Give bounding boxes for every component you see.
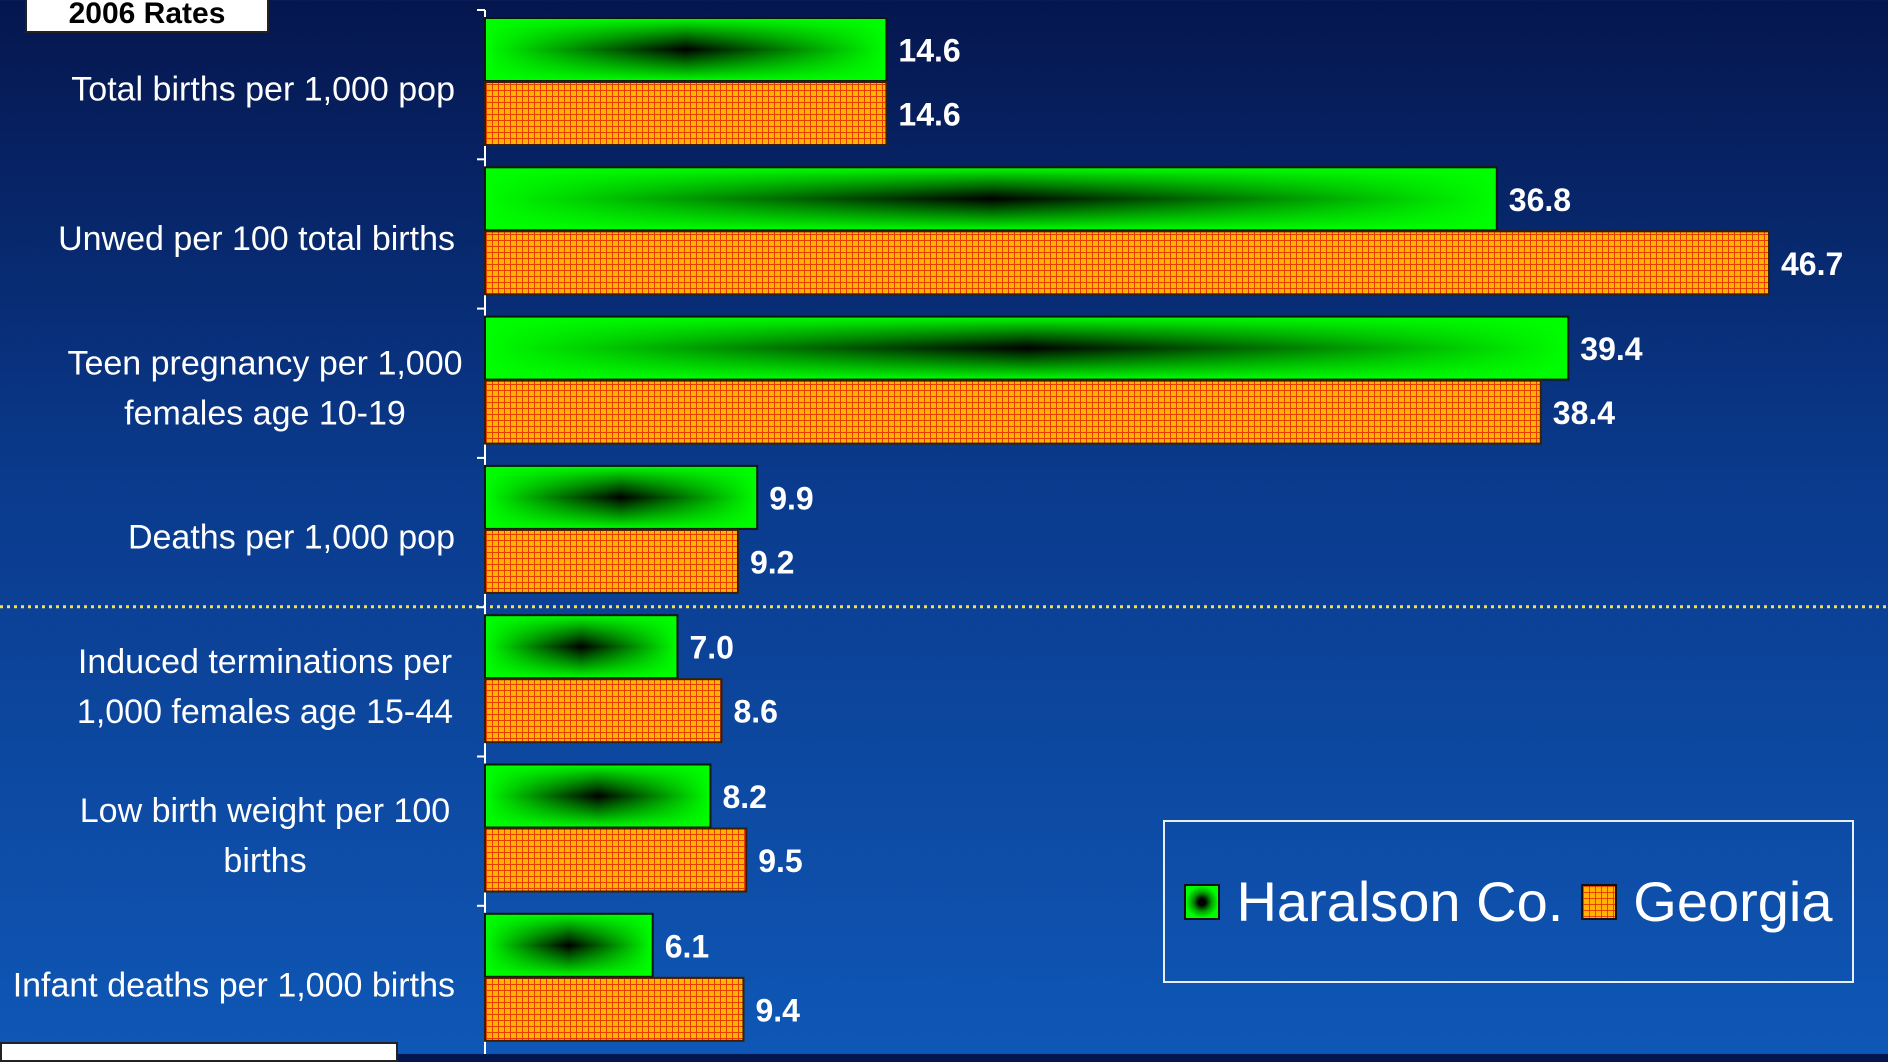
category-label: Teen pregnancy per 1,000 females age 10-1…: [67, 344, 462, 432]
bar-georgia: [484, 230, 1771, 296]
bar-georgia: [484, 976, 745, 1042]
corner-box: [0, 1042, 398, 1062]
data-label-georgia: 9.2: [750, 544, 794, 580]
bar-haralson-overlay: [484, 17, 888, 82]
category-label-line: 1,000 females age 15-44: [77, 693, 453, 731]
category-label: Total births per 1,000 pop: [71, 71, 455, 109]
bar-haralson-overlay: [484, 763, 712, 829]
data-label-georgia: 8.6: [733, 694, 777, 730]
legend-item-haralson: Haralson Co.: [1184, 869, 1563, 934]
legend-item-georgia: Georgia: [1581, 869, 1833, 934]
category-label: Induced terminations per 1,000 females ag…: [77, 643, 453, 731]
bar-haralson-overlay: [484, 166, 1498, 232]
data-label-haralson: 6.1: [665, 928, 709, 964]
legend-label-haralson: Haralson Co.: [1236, 870, 1564, 933]
category-label-line: Teen pregnancy per 1,000: [67, 344, 462, 382]
bar-georgia: [484, 379, 1542, 445]
data-label-haralson: 8.2: [722, 779, 766, 815]
category-label-line: Total births per 1,000 pop: [71, 71, 455, 109]
data-label-haralson: 14.6: [898, 33, 960, 69]
category-label-line: births: [223, 842, 306, 880]
category-label: Infant deaths per 1,000 births: [13, 966, 455, 1004]
bar-haralson-overlay: [484, 912, 654, 978]
legend-swatch-haralson: [1184, 883, 1221, 920]
data-label-haralson: 7.0: [689, 630, 733, 666]
legend: Haralson Co. Georgia: [1163, 820, 1854, 983]
bar-georgia: [484, 81, 888, 146]
bar-haralson-overlay: [484, 315, 1570, 381]
data-label-georgia: 14.6: [898, 97, 960, 133]
data-label-haralson: 9.9: [769, 480, 813, 516]
category-label-line: females age 10-19: [124, 394, 406, 432]
data-label-georgia: 9.4: [755, 992, 800, 1028]
data-label-haralson: 39.4: [1580, 331, 1642, 367]
category-label: Low birth weight per 100 births: [80, 792, 450, 880]
category-label: Deaths per 1,000 pop: [128, 519, 455, 557]
category-label-line: Unwed per 100 total births: [58, 220, 455, 258]
bar-georgia: [484, 827, 748, 893]
data-label-haralson: 36.8: [1509, 182, 1571, 218]
data-label-georgia: 46.7: [1781, 246, 1843, 282]
chart-title-box: 2006 Rates: [25, 0, 269, 33]
legend-swatch-georgia: [1581, 883, 1618, 920]
legend-label-georgia: Georgia: [1633, 870, 1833, 933]
category-label-line: Low birth weight per 100: [80, 792, 450, 830]
bar-georgia: [484, 678, 723, 744]
bar-haralson-overlay: [484, 614, 679, 680]
bar-georgia: [484, 528, 739, 594]
category-label-line: Infant deaths per 1,000 births: [13, 966, 455, 1004]
category-label-line: Induced terminations per: [78, 643, 452, 681]
bar-haralson-overlay: [484, 464, 759, 530]
data-label-georgia: 38.4: [1553, 395, 1615, 431]
category-label: Unwed per 100 total births: [58, 220, 455, 258]
data-label-georgia: 9.5: [758, 843, 802, 879]
category-label-line: Deaths per 1,000 pop: [128, 519, 455, 557]
